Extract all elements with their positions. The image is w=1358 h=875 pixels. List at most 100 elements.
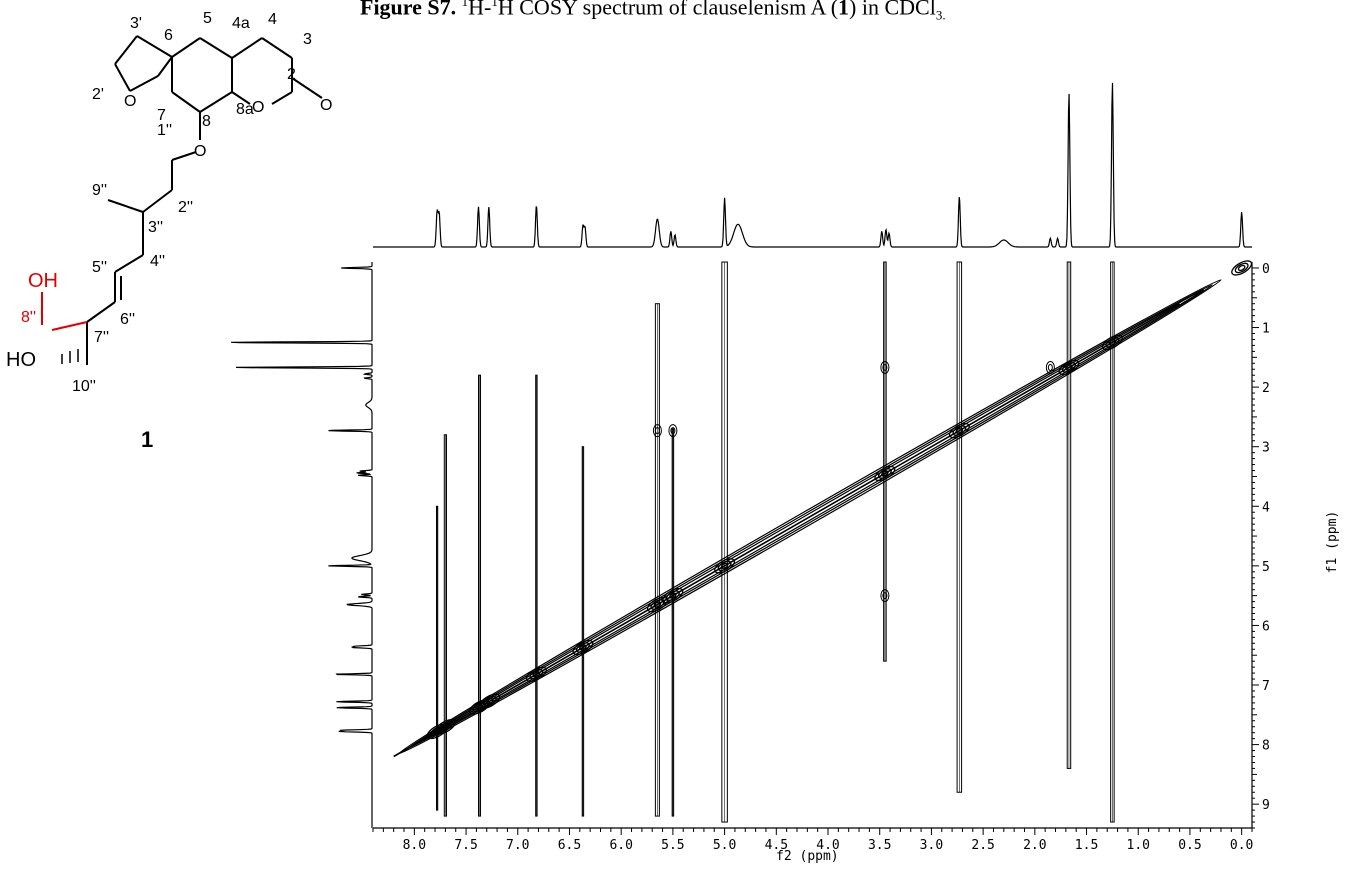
- cross-peak-inner: [670, 427, 676, 435]
- diagonal-peak: [532, 671, 541, 678]
- x-tick-label: 3.0: [920, 838, 943, 853]
- x-tick-label: 1.5: [1075, 838, 1098, 853]
- atom-label: 7'': [94, 329, 109, 346]
- caption-compound-number: 1: [838, 0, 850, 20]
- caption-text-2: H-: [468, 0, 492, 20]
- cross-peak-inner: [882, 592, 888, 600]
- x-tick-label: 2.0: [1023, 838, 1046, 853]
- caption-text-4: ) in CDCl: [849, 0, 936, 20]
- diagonal-peak: [653, 601, 662, 608]
- cross-peak-inner: [882, 363, 888, 371]
- atom-label: HO: [6, 349, 36, 371]
- f1-projection: [231, 262, 373, 828]
- x-axis-title: f2 (ppm): [776, 849, 839, 864]
- atom-label-8-prime: 8'': [21, 309, 36, 326]
- diagonal-peak: [426, 723, 448, 740]
- cross-peak: [652, 424, 662, 438]
- diagonal-peak: [955, 427, 964, 434]
- x-tick-label: 6.5: [558, 838, 581, 853]
- bond: [271, 91, 293, 105]
- caption-sub: 3.: [935, 7, 946, 23]
- y-tick-label: 7: [1262, 679, 1270, 694]
- diagonal-peak: [479, 693, 501, 709]
- diagonal-peak: [1061, 362, 1076, 373]
- cross-peak-inner: [654, 427, 660, 435]
- diagonal-peak: [482, 695, 497, 707]
- atom-label: 3': [130, 15, 142, 32]
- cosy-contour-plot: [393, 260, 1253, 823]
- bond: [171, 91, 201, 113]
- bond: [231, 37, 263, 59]
- diagonal-peak: [720, 562, 729, 569]
- bond: [261, 37, 293, 59]
- diagonal-peak: [881, 470, 889, 477]
- bond: [291, 77, 323, 99]
- atom-label: 2'': [178, 199, 193, 216]
- diagonal-peak: [579, 644, 587, 651]
- bond: [129, 75, 159, 92]
- atom-label: 4a: [232, 15, 250, 32]
- diagonal-peak: [1065, 364, 1073, 371]
- y-tick-label: 8: [1262, 739, 1270, 754]
- atom-label: O: [194, 143, 206, 160]
- y-tick-label: 6: [1262, 619, 1270, 634]
- compound-number: 1: [141, 427, 153, 452]
- diagonal-peak: [1237, 264, 1246, 272]
- atom-label: 5'': [92, 259, 107, 276]
- x-tick-label: 2.5: [971, 838, 994, 853]
- atom-label: 8a: [236, 101, 254, 118]
- diagonal-peak: [714, 558, 736, 574]
- atom-label: O: [252, 99, 264, 116]
- caption-sup-2: 1: [491, 0, 498, 9]
- diagonal-peak: [874, 465, 896, 482]
- atom-label: 3: [303, 31, 312, 48]
- cross-peak-inner: [1047, 363, 1053, 371]
- f2-projection-trace: [373, 82, 1252, 248]
- y-tick-label: 9: [1262, 798, 1270, 813]
- structure-labels: 3' 5 4a 4 3 6 2' 2 O 7 8 8a O O O 1'' 9'…: [6, 10, 332, 452]
- cross-peak: [1045, 360, 1055, 374]
- bond: [199, 91, 233, 113]
- bond: [136, 35, 173, 58]
- diagonal-peak: [952, 425, 967, 436]
- atom-label: 4'': [150, 253, 165, 270]
- y-tick-label: 3: [1262, 441, 1270, 456]
- axes: 8.0 7.5 7.0 6.5 6.0 5.5 5.0 4.5 4.0 3.5 3.0 2.5 2.0 1…: [372, 262, 1340, 864]
- x-tick-label: 1.0: [1127, 838, 1150, 853]
- diagonal-peak: [486, 697, 494, 705]
- diagonal-peak: [472, 701, 487, 713]
- x-tick-label: 4.5: [765, 838, 788, 853]
- bond: [171, 37, 201, 58]
- bond: [171, 151, 197, 161]
- x-tick-label: 8.0: [403, 838, 426, 853]
- bond: [114, 35, 138, 65]
- diagonal-peak: [877, 468, 892, 479]
- bond: [199, 37, 233, 59]
- diagonal-peak: [1231, 260, 1253, 276]
- caption-label: Figure S7.: [360, 0, 457, 20]
- diagonal-peak: [1058, 359, 1080, 376]
- caption-text-3: H COSY spectrum of clauselenism A (: [497, 0, 839, 20]
- atom-label-hydroxyl: OH: [28, 270, 58, 292]
- atom-label: 5: [203, 10, 212, 27]
- y-tick-label: 1: [1262, 322, 1270, 337]
- bond-red: [51, 321, 88, 331]
- y-tick-label: 0: [1262, 262, 1270, 277]
- y-axis-title: f1 (ppm): [1325, 511, 1340, 574]
- atom-label: 4: [268, 11, 277, 28]
- atom-label: 8: [202, 113, 211, 130]
- atom-label: 10'': [72, 378, 96, 395]
- diagonal-peak: [438, 721, 453, 732]
- x-tick-label: 5.0: [713, 838, 736, 853]
- diagonal-peak: [717, 560, 732, 572]
- atom-label: 6: [164, 27, 173, 44]
- atom-label: 2: [287, 66, 296, 83]
- diagonal-peak: [572, 639, 594, 656]
- x-tick-label: 7.5: [454, 838, 477, 853]
- f1-projection-trace: [231, 262, 373, 828]
- diagonal-peak: [525, 666, 547, 682]
- atom-label: O: [320, 97, 332, 114]
- x-tick-label: 7.0: [506, 838, 529, 853]
- x-tick-label: 0.5: [1178, 838, 1201, 853]
